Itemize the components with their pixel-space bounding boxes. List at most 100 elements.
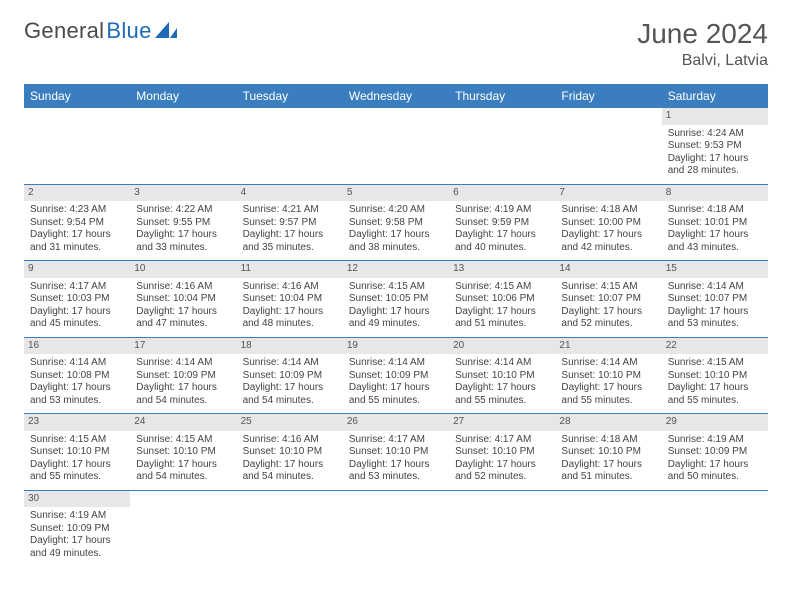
sunset-line: Sunset: 10:10 PM [136, 446, 216, 457]
sunrise-line: Sunrise: 4:17 AM [455, 434, 531, 445]
calendar-day-cell: 19Sunrise: 4:14 AMSunset: 10:09 PMDaylig… [343, 337, 449, 414]
daylight-line: Daylight: 17 hours and 38 minutes. [349, 229, 430, 253]
sunrise-line: Sunrise: 4:22 AM [136, 204, 212, 215]
sunset-line: Sunset: 9:53 PM [668, 140, 742, 151]
sunset-line: Sunset: 10:10 PM [349, 446, 429, 457]
weekday-header: Monday [130, 84, 236, 108]
calendar-week-row: 30Sunrise: 4:19 AMSunset: 10:09 PMDaylig… [24, 490, 768, 566]
day-number: 30 [24, 491, 130, 508]
calendar-day-cell: 13Sunrise: 4:15 AMSunset: 10:06 PMDaylig… [449, 261, 555, 338]
sunrise-line: Sunrise: 4:23 AM [30, 204, 106, 215]
day-number: 10 [130, 261, 236, 278]
weekday-header: Thursday [449, 84, 555, 108]
daylight-line: Daylight: 17 hours and 53 minutes. [668, 306, 749, 330]
sunset-line: Sunset: 9:59 PM [455, 217, 529, 228]
day-number: 27 [449, 414, 555, 431]
sunset-line: Sunset: 10:01 PM [668, 217, 748, 228]
daylight-line: Daylight: 17 hours and 52 minutes. [561, 306, 642, 330]
location-label: Balvi, Latvia [637, 52, 768, 70]
sunset-line: Sunset: 10:10 PM [30, 446, 110, 457]
weekday-header: Tuesday [237, 84, 343, 108]
calendar-empty-cell: . [343, 490, 449, 566]
sunset-line: Sunset: 10:04 PM [243, 293, 323, 304]
calendar-day-cell: 9Sunrise: 4:17 AMSunset: 10:03 PMDayligh… [24, 261, 130, 338]
daylight-line: Daylight: 17 hours and 54 minutes. [243, 382, 324, 406]
weekday-header: Saturday [662, 84, 768, 108]
sunrise-line: Sunrise: 4:24 AM [668, 128, 744, 139]
sunset-line: Sunset: 10:04 PM [136, 293, 216, 304]
calendar-day-cell: 27Sunrise: 4:17 AMSunset: 10:10 PMDaylig… [449, 414, 555, 491]
sunrise-line: Sunrise: 4:19 AM [668, 434, 744, 445]
sunrise-line: Sunrise: 4:16 AM [243, 281, 319, 292]
sunrise-line: Sunrise: 4:15 AM [349, 281, 425, 292]
sunrise-line: Sunrise: 4:21 AM [243, 204, 319, 215]
brand-text-general: General [24, 18, 104, 44]
sunset-line: Sunset: 9:57 PM [243, 217, 317, 228]
sunset-line: Sunset: 10:10 PM [455, 446, 535, 457]
daylight-line: Daylight: 17 hours and 35 minutes. [243, 229, 324, 253]
daylight-line: Daylight: 17 hours and 49 minutes. [349, 306, 430, 330]
weekday-header: Wednesday [343, 84, 449, 108]
calendar-day-cell: 16Sunrise: 4:14 AMSunset: 10:08 PMDaylig… [24, 337, 130, 414]
calendar-day-cell: 30Sunrise: 4:19 AMSunset: 10:09 PMDaylig… [24, 490, 130, 566]
day-number: 11 [237, 261, 343, 278]
sunset-line: Sunset: 10:07 PM [668, 293, 748, 304]
day-number: 15 [662, 261, 768, 278]
day-number: 24 [130, 414, 236, 431]
sunset-line: Sunset: 10:09 PM [136, 370, 216, 381]
calendar-empty-cell: . [343, 108, 449, 184]
daylight-line: Daylight: 17 hours and 28 minutes. [668, 153, 749, 177]
sunrise-line: Sunrise: 4:14 AM [561, 357, 637, 368]
daylight-line: Daylight: 17 hours and 47 minutes. [136, 306, 217, 330]
sunrise-line: Sunrise: 4:14 AM [136, 357, 212, 368]
day-number: 6 [449, 185, 555, 202]
calendar-day-cell: 22Sunrise: 4:15 AMSunset: 10:10 PMDaylig… [662, 337, 768, 414]
day-number: 26 [343, 414, 449, 431]
month-title: June 2024 [637, 18, 768, 50]
calendar-empty-cell: . [237, 490, 343, 566]
sunset-line: Sunset: 10:05 PM [349, 293, 429, 304]
brand-logo: GeneralBlue [24, 18, 177, 44]
sunset-line: Sunset: 9:54 PM [30, 217, 104, 228]
day-number: 16 [24, 338, 130, 355]
sunrise-line: Sunrise: 4:18 AM [561, 434, 637, 445]
sunset-line: Sunset: 10:10 PM [561, 446, 641, 457]
day-number: 8 [662, 185, 768, 202]
sunrise-line: Sunrise: 4:18 AM [561, 204, 637, 215]
day-number: 20 [449, 338, 555, 355]
daylight-line: Daylight: 17 hours and 40 minutes. [455, 229, 536, 253]
day-number: 21 [555, 338, 661, 355]
calendar-day-cell: 14Sunrise: 4:15 AMSunset: 10:07 PMDaylig… [555, 261, 661, 338]
daylight-line: Daylight: 17 hours and 55 minutes. [561, 382, 642, 406]
sunrise-line: Sunrise: 4:15 AM [136, 434, 212, 445]
calendar-empty-cell: . [555, 490, 661, 566]
day-number: 1 [662, 108, 768, 125]
day-number: 5 [343, 185, 449, 202]
calendar-empty-cell: . [449, 490, 555, 566]
calendar-day-cell: 17Sunrise: 4:14 AMSunset: 10:09 PMDaylig… [130, 337, 236, 414]
calendar-day-cell: 3Sunrise: 4:22 AMSunset: 9:55 PMDaylight… [130, 184, 236, 261]
daylight-line: Daylight: 17 hours and 54 minutes. [136, 459, 217, 483]
sunrise-line: Sunrise: 4:17 AM [349, 434, 425, 445]
day-number: 13 [449, 261, 555, 278]
sunrise-line: Sunrise: 4:14 AM [668, 281, 744, 292]
sunset-line: Sunset: 10:10 PM [668, 370, 748, 381]
daylight-line: Daylight: 17 hours and 53 minutes. [30, 382, 111, 406]
day-number: 28 [555, 414, 661, 431]
calendar-week-row: ......1Sunrise: 4:24 AMSunset: 9:53 PMDa… [24, 108, 768, 184]
sunrise-line: Sunrise: 4:19 AM [455, 204, 531, 215]
sunrise-line: Sunrise: 4:16 AM [243, 434, 319, 445]
day-number: 2 [24, 185, 130, 202]
sunrise-line: Sunrise: 4:20 AM [349, 204, 425, 215]
day-number: 7 [555, 185, 661, 202]
calendar-week-row: 16Sunrise: 4:14 AMSunset: 10:08 PMDaylig… [24, 337, 768, 414]
sunset-line: Sunset: 10:09 PM [30, 523, 110, 534]
calendar-empty-cell: . [24, 108, 130, 184]
day-number: 19 [343, 338, 449, 355]
day-number: 3 [130, 185, 236, 202]
sunset-line: Sunset: 10:09 PM [349, 370, 429, 381]
daylight-line: Daylight: 17 hours and 55 minutes. [30, 459, 111, 483]
sunrise-line: Sunrise: 4:14 AM [349, 357, 425, 368]
daylight-line: Daylight: 17 hours and 54 minutes. [136, 382, 217, 406]
sunrise-line: Sunrise: 4:14 AM [30, 357, 106, 368]
